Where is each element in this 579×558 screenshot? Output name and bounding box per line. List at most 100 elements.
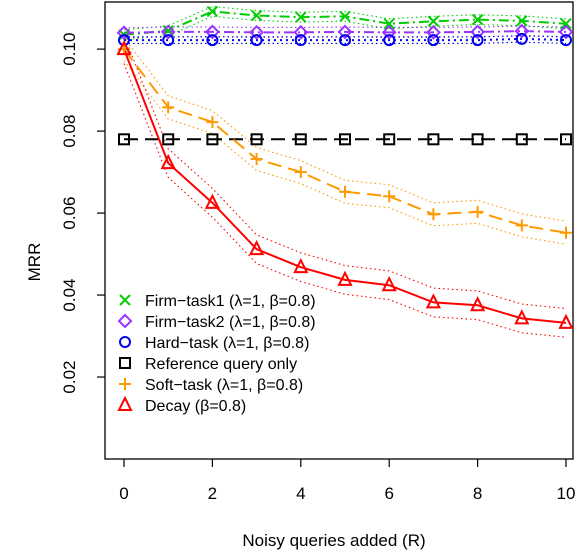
marker-square	[119, 357, 131, 369]
marker-square	[560, 133, 572, 146]
marker-plus	[560, 226, 572, 239]
marker-plus	[250, 152, 263, 165]
marker-square	[427, 133, 440, 146]
marker-circle	[162, 34, 175, 47]
marker-cross	[383, 18, 395, 30]
series-2-band-lower	[124, 41, 567, 44]
marker-triangle	[116, 39, 132, 56]
marker-plus	[294, 166, 307, 179]
marker-cross	[516, 15, 528, 27]
y-tick-label: 0.06	[60, 197, 79, 230]
x-tick-label: 10	[557, 484, 576, 503]
series-5-band-lower	[123, 63, 567, 338]
marker-diamond	[558, 24, 574, 40]
marker-circle	[294, 34, 307, 47]
marker-diamond	[204, 24, 220, 40]
x-tick-label: 2	[208, 484, 217, 503]
marker-cross	[339, 10, 351, 23]
marker-diamond	[117, 313, 133, 329]
marker-circle	[383, 34, 396, 47]
marker-circle	[515, 32, 528, 45]
marker-diamond	[514, 23, 530, 39]
marker-square	[250, 133, 263, 146]
marker-triangle	[248, 239, 265, 256]
marker-circle	[471, 34, 484, 47]
marker-square	[471, 133, 484, 146]
series-4-line	[123, 48, 567, 234]
x-tick-label: 0	[119, 484, 128, 503]
marker-square	[118, 133, 130, 146]
marker-triangle	[558, 313, 574, 329]
marker-diamond	[293, 24, 309, 40]
x-tick-label: 4	[296, 484, 305, 503]
marker-square	[206, 133, 219, 146]
marker-triangle	[293, 257, 309, 274]
marker-circle	[206, 34, 219, 47]
y-tick-label: 0.08	[60, 115, 79, 148]
marker-triangle	[204, 193, 221, 209]
marker-cross	[471, 13, 484, 26]
y-axis-label: MRR	[25, 243, 44, 282]
marker-cross	[250, 9, 263, 22]
y-tick-label: 0.04	[60, 279, 79, 312]
legend-entry-0: Firm−task1 (λ=1, β=0.8)	[145, 293, 316, 310]
marker-triangle	[160, 153, 176, 170]
marker-plus	[162, 101, 175, 114]
legend-entry-2: Hard−task (λ=1, β=0.8)	[145, 335, 309, 352]
marker-square	[515, 133, 528, 146]
marker-diamond	[381, 24, 397, 40]
marker-diamond	[160, 24, 176, 40]
y-tick-label: 0.10	[60, 33, 79, 66]
series-4-band-upper	[123, 37, 567, 222]
marker-diamond	[116, 25, 132, 41]
marker-triangle	[337, 270, 353, 286]
x-tick-label: 8	[473, 484, 482, 503]
marker-triangle	[117, 395, 133, 411]
marker-diamond	[337, 24, 353, 40]
plot-frame	[104, 1, 574, 460]
series-2-line	[124, 37, 567, 42]
marker-circle	[250, 34, 263, 47]
marker-cross	[295, 11, 307, 23]
x-tick-label: 6	[384, 484, 393, 503]
marker-plus	[206, 116, 219, 129]
marker-cross	[427, 15, 440, 27]
marker-cross	[206, 5, 219, 18]
series-1-line	[123, 30, 567, 34]
marker-circle	[339, 34, 351, 47]
x-axis-label: Noisy queries added (R)	[242, 531, 425, 550]
series-0-band-upper	[123, 5, 567, 31]
marker-plus	[339, 185, 351, 198]
series-5-band-upper	[123, 34, 567, 310]
marker-plus	[383, 190, 396, 203]
marker-plus	[427, 208, 440, 221]
marker-circle	[119, 336, 131, 348]
marker-diamond	[425, 24, 441, 40]
marker-circle	[560, 34, 572, 47]
marker-square	[339, 133, 351, 146]
marker-diamond	[470, 24, 486, 40]
marker-plus	[119, 378, 131, 390]
marker-triangle	[514, 309, 530, 325]
y-tick-label: 0.02	[60, 360, 79, 393]
marker-plus	[471, 205, 484, 218]
series-4-band-lower	[123, 60, 567, 245]
marker-square	[162, 133, 175, 146]
marker-square	[294, 133, 307, 146]
legend-entry-1: Firm−task2 (λ=1, β=0.8)	[145, 314, 316, 331]
legend-entry-4: Soft−task (λ=1, β=0.8)	[145, 377, 303, 394]
marker-cross	[560, 18, 572, 30]
legend-entry-5: Decay (β=0.8)	[145, 398, 246, 415]
marker-square	[383, 133, 396, 146]
series-0-band-lower	[123, 15, 567, 41]
marker-plus	[515, 219, 528, 232]
marker-triangle	[469, 296, 486, 312]
marker-circle	[427, 34, 440, 47]
legend-entry-3: Reference query only	[145, 356, 297, 373]
marker-triangle	[425, 293, 442, 309]
marker-cross	[119, 294, 131, 306]
marker-diamond	[249, 24, 265, 40]
series-5-line	[123, 48, 567, 324]
marker-triangle	[381, 275, 397, 292]
